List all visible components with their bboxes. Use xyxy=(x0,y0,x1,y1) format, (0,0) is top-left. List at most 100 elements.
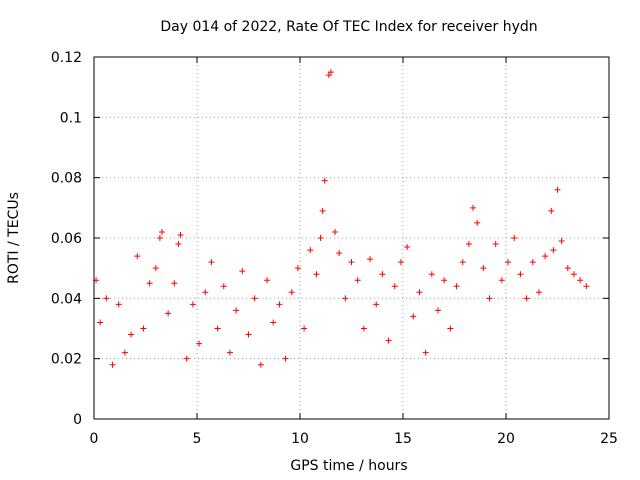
y-tick-label: 0.02 xyxy=(51,352,82,368)
data-point xyxy=(459,259,466,266)
data-point xyxy=(319,207,326,214)
y-tick-labels: 0 0.02 0.04 0.06 0.08 0.1 0.12 xyxy=(51,50,82,428)
data-point xyxy=(165,310,172,317)
x-tick-label: 15 xyxy=(394,431,412,447)
data-point xyxy=(264,277,271,284)
plot-frame xyxy=(93,56,610,420)
data-point xyxy=(202,289,209,296)
x-tick-label: 0 xyxy=(90,431,99,447)
data-point xyxy=(474,219,481,226)
data-point xyxy=(342,295,349,302)
data-point xyxy=(570,271,577,278)
data-point xyxy=(146,280,153,287)
data-point xyxy=(564,265,571,272)
data-point xyxy=(336,250,343,257)
data-point xyxy=(397,259,404,266)
data-point xyxy=(327,69,334,76)
data-point xyxy=(480,265,487,272)
y-tick-label: 0.06 xyxy=(51,231,82,247)
data-point xyxy=(379,271,386,278)
data-point xyxy=(121,349,128,356)
data-point xyxy=(548,207,555,214)
data-point xyxy=(517,271,524,278)
data-point xyxy=(307,247,314,254)
x-tick-label: 20 xyxy=(497,431,515,447)
data-point xyxy=(529,259,536,266)
data-point xyxy=(492,241,499,248)
data-point xyxy=(171,280,178,287)
y-tick-label: 0.04 xyxy=(51,291,82,307)
data-point xyxy=(317,235,324,241)
data-point xyxy=(498,277,505,284)
data-point xyxy=(175,241,182,248)
data-point xyxy=(177,231,184,238)
data-point xyxy=(523,295,530,302)
data-point xyxy=(156,235,163,241)
x-tick-labels: 0 5 10 15 20 25 xyxy=(90,431,618,447)
data-point xyxy=(391,283,398,290)
data-point xyxy=(583,283,590,290)
data-point xyxy=(196,340,203,347)
data-point xyxy=(233,307,240,314)
data-point xyxy=(245,331,252,338)
data-point xyxy=(115,301,122,308)
data-point xyxy=(367,256,374,263)
data-point xyxy=(313,271,320,278)
data-point xyxy=(140,325,147,332)
data-point xyxy=(103,295,110,302)
data-point xyxy=(288,289,295,296)
data-point xyxy=(282,355,289,362)
x-tick-label: 25 xyxy=(600,431,618,447)
data-point xyxy=(558,238,565,245)
data-point xyxy=(257,361,264,368)
data-point xyxy=(109,361,116,368)
data-point xyxy=(189,301,196,308)
x-axis-label: GPS time / hours xyxy=(290,458,407,474)
data-point xyxy=(404,244,411,251)
data-point xyxy=(332,228,339,235)
x-tick-label: 10 xyxy=(291,431,309,447)
data-point xyxy=(428,271,435,278)
data-point xyxy=(435,307,442,314)
data-point xyxy=(422,349,429,356)
data-point xyxy=(348,259,355,266)
grid-lines xyxy=(94,57,609,419)
data-point xyxy=(577,277,584,284)
data-point xyxy=(410,313,417,320)
data-points xyxy=(93,69,590,368)
data-point xyxy=(208,259,215,266)
data-point xyxy=(453,283,460,290)
data-point xyxy=(486,295,493,302)
data-point xyxy=(470,204,477,211)
data-point xyxy=(554,186,561,193)
data-point xyxy=(294,265,301,272)
data-point xyxy=(321,177,328,184)
y-tick-label: 0.1 xyxy=(60,110,82,126)
y-tick-label: 0.08 xyxy=(51,171,82,187)
data-point xyxy=(385,337,392,344)
data-point xyxy=(276,301,283,308)
chart-title: Day 014 of 2022, Rate Of TEC Index for r… xyxy=(160,19,537,35)
data-point xyxy=(465,241,472,248)
data-point xyxy=(301,325,308,332)
data-point xyxy=(128,331,135,338)
data-point xyxy=(441,277,448,284)
data-point xyxy=(360,325,367,332)
y-tick-label: 0 xyxy=(73,412,82,428)
data-point xyxy=(251,295,258,302)
data-point xyxy=(158,228,165,235)
data-point xyxy=(97,319,104,326)
y-axis-label: ROTI / TECUs xyxy=(6,192,22,284)
data-point xyxy=(214,325,221,332)
data-point xyxy=(134,253,141,260)
data-point xyxy=(416,289,423,296)
data-point xyxy=(542,253,549,260)
data-point xyxy=(270,319,277,326)
data-point xyxy=(325,72,332,79)
data-point xyxy=(373,301,380,308)
data-point xyxy=(152,265,159,272)
data-point xyxy=(226,349,233,356)
data-point xyxy=(183,355,190,362)
